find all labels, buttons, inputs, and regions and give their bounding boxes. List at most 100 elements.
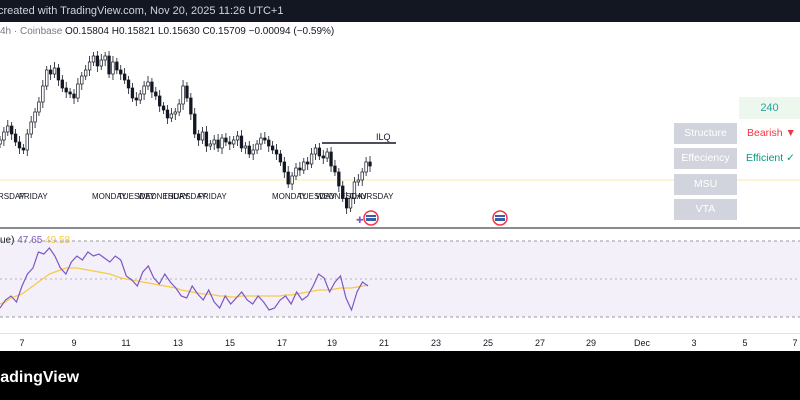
candle-body (10, 125, 14, 135)
event-flag-icon[interactable] (492, 210, 508, 226)
candle-body (251, 149, 255, 155)
rsi-ma-value: 49.58 (45, 235, 71, 246)
candle-body (196, 133, 201, 141)
candle-body (360, 171, 364, 181)
candle-body (60, 79, 64, 89)
candle-body (134, 97, 138, 101)
x-tick: 27 (534, 338, 546, 348)
candle-body (348, 197, 353, 209)
created-with-text: created with TradingView.com, Nov 20, 20… (0, 5, 284, 17)
efficiency-value: Efficient ✓ (746, 152, 795, 164)
candle-body (29, 121, 33, 135)
candle-body (177, 103, 181, 113)
day-label: THURSDAY (163, 192, 207, 201)
x-tick: 23 (430, 338, 442, 348)
candle-body (68, 91, 72, 95)
candle-body (220, 137, 224, 149)
candle-body (33, 111, 37, 123)
candle-body (337, 171, 341, 187)
candle-body (255, 143, 259, 151)
candle-body (0, 139, 2, 145)
change-value: −0.00094 (−0.59%) (248, 26, 335, 37)
candle-body (294, 167, 298, 177)
close-value: 0.15709 (209, 26, 246, 37)
day-label: TUESDAY (118, 192, 156, 201)
candle-body (298, 167, 302, 171)
candle-body (333, 165, 337, 173)
candle-body (76, 83, 80, 99)
x-tick: 17 (276, 338, 288, 348)
candle-body (259, 137, 263, 145)
candle-body (181, 85, 185, 105)
candle-body (306, 161, 310, 165)
candle-body (212, 139, 216, 145)
rsi-line (0, 247, 369, 312)
structure-label: Structure (674, 123, 737, 144)
candle-body (52, 67, 57, 75)
candle-body (56, 67, 61, 81)
candle-body (208, 143, 212, 147)
candle-body (64, 87, 68, 93)
x-tick: 13 (172, 338, 184, 348)
x-tick: 29 (585, 338, 597, 348)
x-tick: 9 (71, 338, 77, 348)
time-axis[interactable]: 7 9 11 13 15 17 19 21 23 25 27 29 Dec 3 … (0, 333, 800, 352)
close-label: C (202, 26, 210, 37)
candle-body (161, 105, 166, 111)
ohlc-legend: 4h · Coinbase O0.15804 H0.15821 L0.15630… (0, 26, 334, 37)
candle-body (290, 175, 294, 185)
candle-body (189, 97, 193, 115)
candle-body (302, 161, 306, 171)
candle-body (87, 61, 92, 71)
candle-body (286, 171, 290, 185)
candle-body (111, 61, 115, 75)
x-tick: Dec (633, 338, 651, 348)
candle-body (263, 137, 267, 141)
rsi-chart[interactable] (0, 238, 800, 333)
candle-body (48, 69, 53, 75)
candle-body (329, 151, 333, 167)
candle-body (103, 55, 107, 61)
candle-body (216, 139, 220, 149)
candle-body (356, 179, 360, 183)
candle-body (146, 81, 150, 87)
candle-body (17, 141, 22, 149)
candle-body (239, 135, 244, 149)
candle-body (352, 181, 357, 199)
rsi-legend: ue) 47.65 49.58 (0, 235, 70, 246)
candle-body (325, 151, 329, 159)
event-flag-icon[interactable] (363, 210, 379, 226)
day-label: RSDAY (0, 192, 26, 201)
candle-body (41, 85, 45, 103)
x-tick: 21 (378, 338, 390, 348)
open-label: O (65, 26, 73, 37)
candle-body (80, 75, 84, 85)
candle-body (173, 111, 177, 115)
candle-body (91, 55, 96, 63)
high-label: H (111, 26, 119, 37)
timeframe-value: 240 (739, 97, 800, 119)
candle-body (274, 149, 279, 155)
x-tick: 15 (224, 338, 236, 348)
day-label: FRIDAY (198, 192, 227, 201)
price-chart[interactable]: ILQ RSDAY FRIDAY MONDAY TUESDAY WEDNESDA… (0, 22, 800, 232)
candle-body (282, 161, 286, 173)
symbol-prefix: 4h · Coinbase (0, 26, 63, 37)
candle-body (224, 137, 228, 143)
candle-body (235, 135, 240, 141)
candles-group (0, 51, 372, 214)
candle-body (115, 61, 119, 71)
candle-body (368, 161, 372, 167)
candle-body (200, 131, 205, 141)
x-tick: 7 (792, 338, 798, 348)
tradingview-logo: radingView (0, 369, 80, 386)
add-marker-icon[interactable]: ✚ (356, 215, 364, 225)
candle-body (2, 131, 6, 141)
candle-body (45, 69, 49, 87)
candle-body (270, 145, 275, 151)
candle-body (138, 93, 142, 101)
x-tick: 11 (121, 338, 131, 348)
top-bar: created with TradingView.com, Nov 20, 20… (0, 0, 800, 22)
candle-body (130, 87, 135, 99)
candle-body (142, 85, 146, 95)
